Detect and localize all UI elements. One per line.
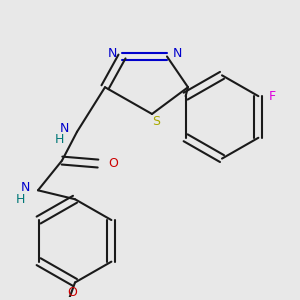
Text: N: N [21, 181, 30, 194]
Text: S: S [152, 116, 160, 128]
Text: F: F [268, 90, 275, 103]
Text: O: O [67, 286, 77, 299]
Text: N: N [60, 122, 69, 135]
Text: H: H [15, 193, 25, 206]
Text: N: N [107, 47, 117, 60]
Text: O: O [108, 157, 118, 170]
Text: H: H [54, 133, 64, 146]
Text: N: N [172, 47, 182, 60]
